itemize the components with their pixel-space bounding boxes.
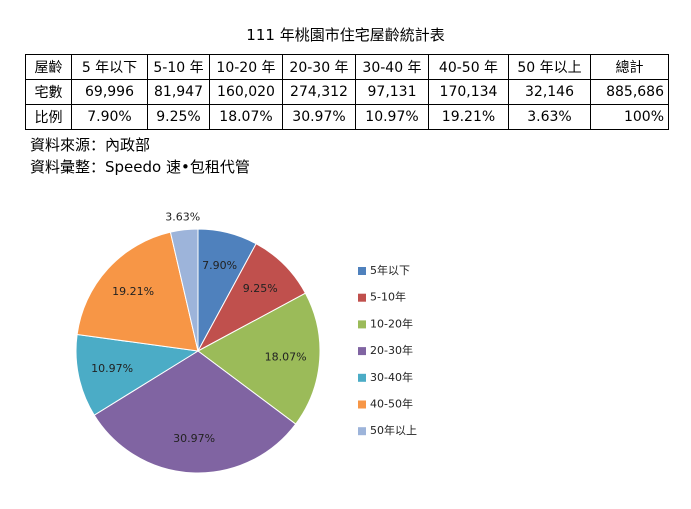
- cell: 32,146: [508, 79, 591, 105]
- header-cell: 50 年以上: [508, 54, 591, 80]
- header-cell: 5 年以下: [71, 54, 148, 80]
- pie-slice: [76, 231, 199, 352]
- pie-slice: [75, 333, 200, 416]
- stats-table: 屋齡 5 年以下 5-10 年 10-20 年 20-30 年 30-40 年 40-50 …: [25, 54, 669, 130]
- table-row: 屋齡 5 年以下 5-10 年 10-20 年 20-30 年 30-40 年 40-50 …: [25, 54, 669, 80]
- legend-label: 20-30年: [370, 343, 413, 357]
- table-row: 比例 7.90% 9.25% 18.07% 30.97% 10.97% 19.21% 3.63…: [25, 104, 669, 130]
- cell: 100%: [590, 104, 669, 130]
- header-cell: 10-20 年: [209, 54, 283, 80]
- legend-swatch: [358, 267, 366, 275]
- legend-swatch: [358, 373, 366, 382]
- cell: 69,996: [71, 79, 148, 105]
- legend-swatch: [358, 400, 366, 409]
- legend-label: 50年以上: [370, 423, 417, 437]
- header-cell: 屋齡: [25, 54, 72, 80]
- legend-label: 5-10年: [370, 290, 406, 304]
- slice-label: 19.21%: [112, 285, 154, 298]
- slice-label: 3.63%: [165, 211, 200, 224]
- note: 資料來源：內政部: [30, 136, 151, 154]
- legend-swatch: [358, 427, 366, 436]
- cell: 比例: [25, 104, 72, 130]
- slice-label: 10.97%: [91, 362, 133, 375]
- slice-label: 9.25%: [243, 282, 278, 295]
- slice-label: 30.97%: [173, 432, 215, 445]
- cell: 274,312: [282, 79, 356, 105]
- legend-label: 5年以下: [370, 263, 410, 277]
- cell: 10.97%: [355, 104, 429, 130]
- cell: 宅數: [25, 79, 72, 105]
- cell: 18.07%: [209, 104, 283, 130]
- legend-label: 10-20年: [370, 316, 413, 330]
- pie-slice: [93, 350, 297, 474]
- legend-label: 40-50年: [370, 397, 413, 411]
- title: 111 年桃園市住宅屋齡統計表: [246, 26, 445, 44]
- legend-label: 30-40年: [370, 370, 413, 384]
- cell: 9.25%: [147, 104, 210, 130]
- header-cell: 5-10 年: [147, 54, 210, 80]
- cell: 7.90%: [71, 104, 148, 130]
- cell: 3.63%: [508, 104, 591, 130]
- cell: 170,134: [428, 79, 509, 105]
- pie-slice: [169, 228, 199, 352]
- legend-swatch: [358, 320, 366, 329]
- pie-slice: [197, 292, 321, 425]
- header-cell: 40-50 年: [428, 54, 509, 80]
- cell: 97,131: [355, 79, 429, 105]
- note: 資料彙整：Speedo 速•包租代管: [30, 158, 250, 176]
- cell: 19.21%: [428, 104, 509, 130]
- slice-label: 7.90%: [202, 259, 237, 272]
- legend-swatch: [358, 293, 366, 302]
- slice-label: 18.07%: [265, 351, 307, 364]
- cell: 30.97%: [282, 104, 356, 130]
- legend-swatch: [358, 347, 366, 356]
